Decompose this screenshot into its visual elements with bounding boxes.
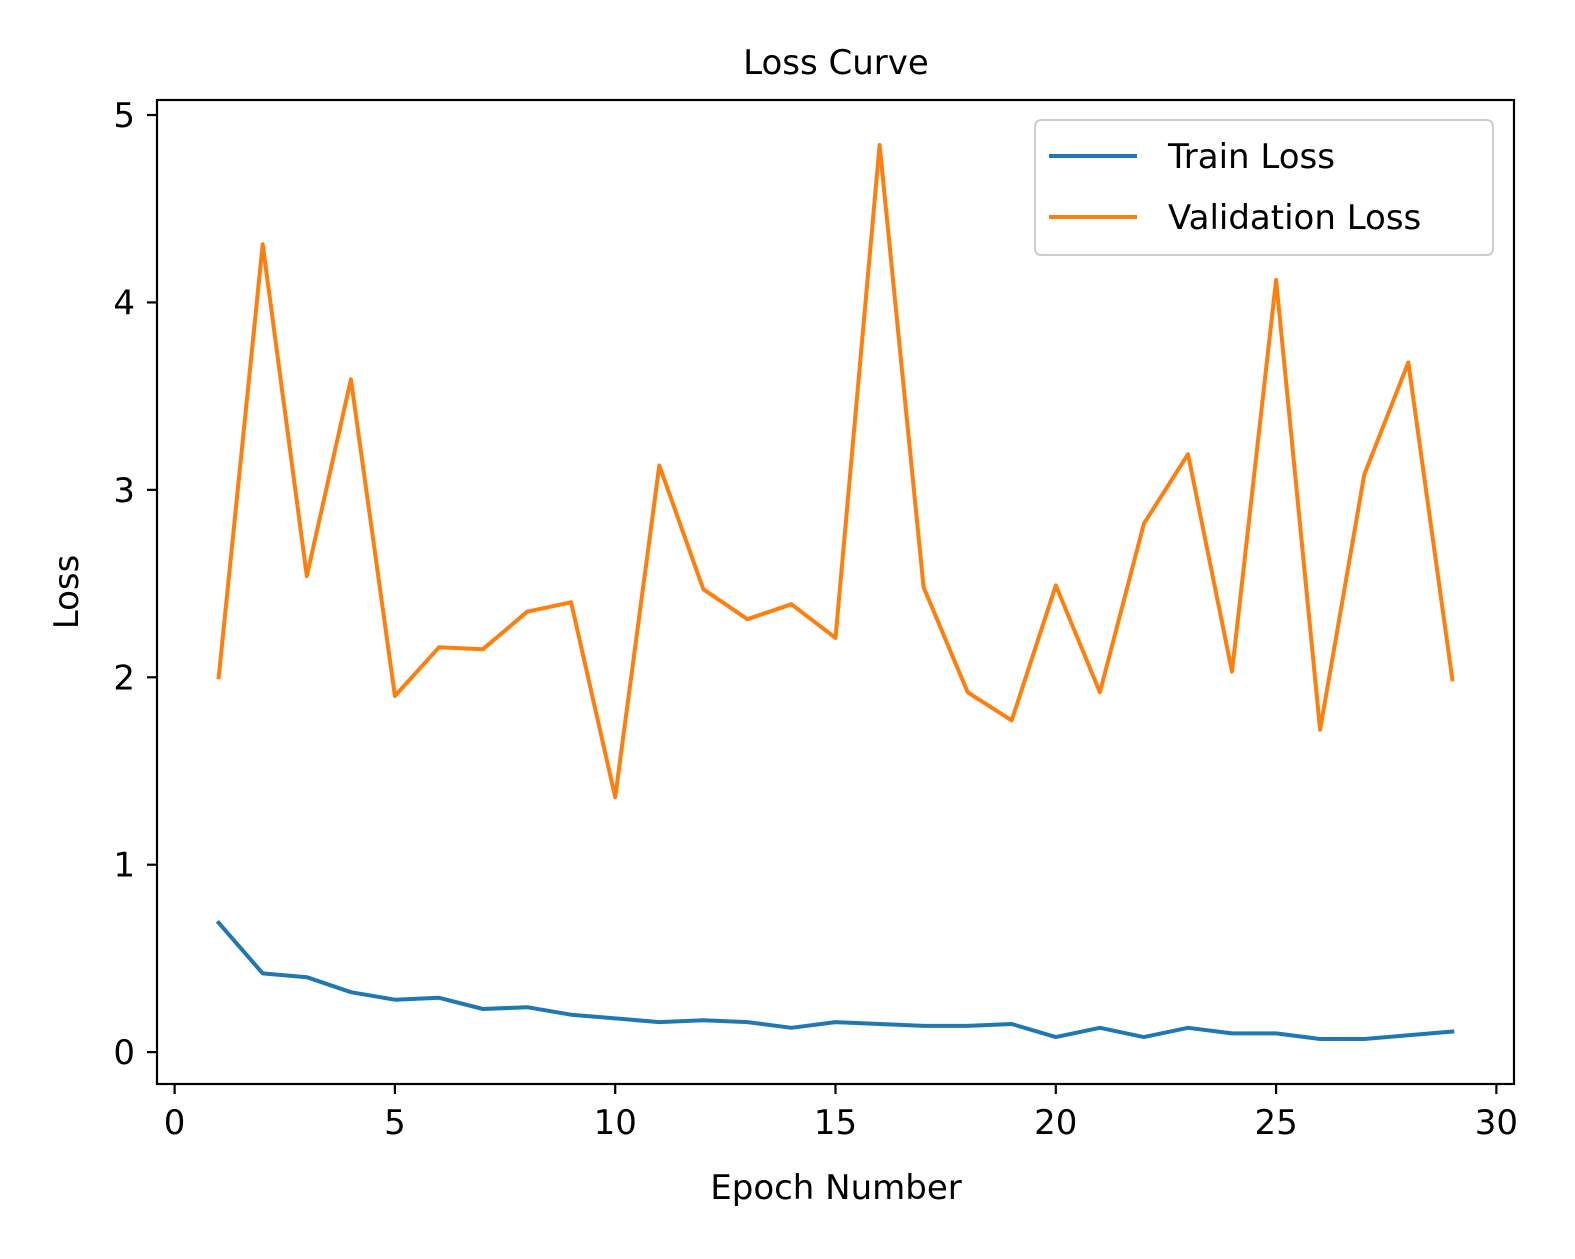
plot-frame xyxy=(155,98,1516,1086)
series-line-0 xyxy=(215,919,1455,1041)
x-tick-label: 25 xyxy=(1254,1103,1297,1143)
y-tick-label: 5 xyxy=(113,96,135,136)
legend-box xyxy=(1034,119,1494,256)
chart-title: Loss Curve xyxy=(743,43,929,83)
x-axis-ticks: 0 5 10 15 20 25 30 xyxy=(164,1084,1518,1143)
x-tick-label: 20 xyxy=(1034,1103,1077,1143)
y-axis-ticks: 0 1 2 3 4 5 xyxy=(113,96,157,1073)
legend: Train Loss Validation Loss xyxy=(1034,119,1494,256)
legend-label: Train Loss xyxy=(1167,137,1335,177)
x-tick-label: 0 xyxy=(164,1103,186,1143)
legend-label: Validation Loss xyxy=(1168,198,1421,238)
y-tick-label: 2 xyxy=(113,658,135,698)
y-axis-label: Loss xyxy=(47,555,87,630)
x-axis-label: Epoch Number xyxy=(710,1168,962,1208)
y-tick-label: 4 xyxy=(113,283,135,323)
x-tick-label: 10 xyxy=(594,1103,637,1143)
series-line-1 xyxy=(216,143,1455,800)
series-lines xyxy=(215,143,1455,1041)
y-tick-label: 3 xyxy=(113,471,135,511)
x-tick-label: 30 xyxy=(1475,1103,1518,1143)
x-tick-label: 5 xyxy=(384,1103,406,1143)
y-tick-label: 0 xyxy=(113,1033,135,1073)
y-tick-label: 1 xyxy=(113,846,135,886)
x-tick-label: 15 xyxy=(814,1103,857,1143)
